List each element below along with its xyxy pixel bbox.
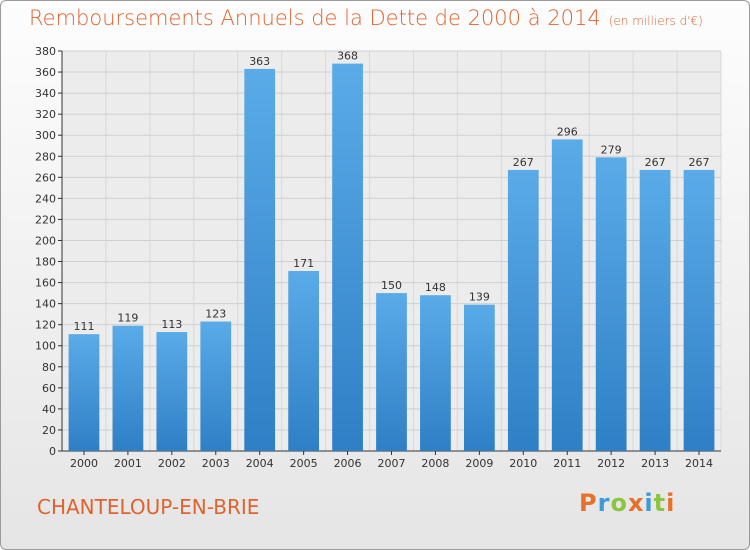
x-tick-label: 2003	[202, 457, 230, 470]
y-tick-label: 320	[35, 108, 56, 121]
y-tick-label: 360	[35, 66, 56, 79]
bar-value-label: 113	[161, 318, 182, 331]
bar	[507, 169, 539, 451]
y-tick-label: 160	[35, 277, 56, 290]
bar-value-label: 368	[337, 50, 358, 63]
x-tick-label: 2013	[641, 457, 669, 470]
bar	[68, 334, 100, 451]
x-tick-label: 2000	[70, 457, 98, 470]
bar	[288, 271, 320, 451]
bar	[551, 139, 583, 451]
bar	[639, 169, 671, 451]
y-tick-label: 0	[49, 445, 56, 458]
y-tick-label: 340	[35, 87, 56, 100]
y-tick-label: 40	[42, 403, 56, 416]
y-tick-label: 240	[35, 192, 56, 205]
x-tick-label: 2010	[509, 457, 537, 470]
town-name: CHANTELOUP-EN-BRIE	[37, 495, 260, 519]
y-tick-label: 280	[35, 150, 56, 163]
x-tick-label: 2001	[114, 457, 142, 470]
x-tick-label: 2006	[334, 457, 362, 470]
y-tick-label: 220	[35, 213, 56, 226]
y-tick-label: 20	[42, 424, 56, 437]
chart-title-text: Remboursements Annuels de la Dette de 20…	[29, 6, 601, 30]
bar	[112, 325, 144, 451]
bar-value-label: 150	[381, 279, 402, 292]
y-tick-label: 180	[35, 256, 56, 269]
bar-value-label: 267	[513, 156, 534, 169]
y-tick-label: 80	[42, 361, 56, 374]
bar	[332, 63, 363, 451]
bar-value-label: 279	[601, 143, 622, 156]
chart-title: Remboursements Annuels de la Dette de 20…	[29, 6, 703, 30]
y-tick-label: 200	[35, 234, 56, 247]
bar-value-label: 119	[117, 312, 138, 325]
y-tick-label: 60	[42, 382, 56, 395]
x-tick-label: 2007	[378, 457, 406, 470]
x-tick-label: 2009	[465, 457, 493, 470]
y-tick-label: 380	[35, 45, 56, 58]
bar-value-label: 111	[73, 320, 94, 333]
bar-value-label: 123	[205, 308, 226, 321]
bar-value-label: 171	[293, 257, 314, 270]
bar-value-label: 148	[425, 281, 446, 294]
x-tick-label: 2008	[421, 457, 449, 470]
bar-chart: 0 20 40 60 80 100 120 140 160 180 200 220 240 260 280 3…	[35, 45, 722, 470]
bar-value-label: 296	[557, 125, 578, 138]
x-tick-label: 2011	[553, 457, 581, 470]
bar-value-label: 267	[689, 156, 710, 169]
y-tick-label: 140	[35, 298, 56, 311]
bar-value-label: 363	[249, 55, 270, 68]
bar	[595, 157, 627, 451]
bar	[683, 169, 715, 451]
bar-value-label: 267	[645, 156, 666, 169]
x-tick-label: 2004	[246, 457, 274, 470]
x-tick-label: 2002	[158, 457, 186, 470]
x-tick-label: 2014	[685, 457, 713, 470]
proxiti-logo: Proxiti	[579, 489, 676, 517]
y-tick-label: 260	[35, 171, 56, 184]
y-tick-label: 300	[35, 129, 56, 142]
bar	[420, 295, 451, 451]
chart-subtitle: (en milliers d'€)	[608, 14, 703, 28]
y-tick-label: 120	[35, 319, 56, 332]
x-tick-label: 2005	[290, 457, 318, 470]
bar	[376, 293, 407, 451]
bar	[200, 321, 232, 451]
bar	[463, 304, 495, 451]
bar-value-label: 139	[469, 291, 490, 304]
bar	[156, 332, 188, 451]
x-tick-label: 2012	[597, 457, 625, 470]
y-tick-label: 100	[35, 340, 56, 353]
bar	[244, 68, 276, 451]
